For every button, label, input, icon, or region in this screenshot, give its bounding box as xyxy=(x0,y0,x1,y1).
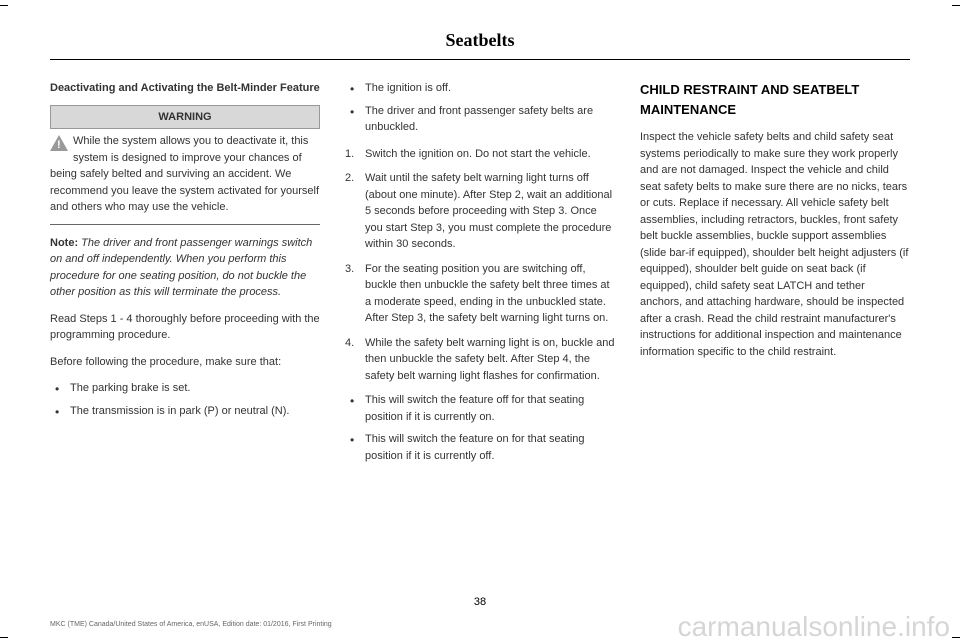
step-item: Wait until the safety belt warning light… xyxy=(345,170,615,253)
bullet-list: The parking brake is set. The transmissi… xyxy=(50,380,320,419)
content-columns: Deactivating and Activating the Belt-Min… xyxy=(50,80,910,474)
bullet-list: This will switch the feature off for tha… xyxy=(345,392,615,464)
section-title: CHILD RESTRAINT AND SEATBELT MAINTENANCE xyxy=(640,80,910,119)
footer-text: MKC (TME) Canada/United States of Americ… xyxy=(50,621,332,628)
crop-mark xyxy=(0,637,8,638)
bullet-list: The ignition is off. The driver and fron… xyxy=(345,80,615,136)
crop-mark xyxy=(0,5,8,6)
column-2: The ignition is off. The driver and fron… xyxy=(345,80,615,474)
crop-mark xyxy=(952,637,960,638)
step-item: While the safety belt warning light is o… xyxy=(345,335,615,385)
warning-icon xyxy=(50,135,68,151)
page-number: 38 xyxy=(0,596,960,608)
list-item: The driver and front passenger safety be… xyxy=(345,103,615,136)
page-title: Seatbelts xyxy=(446,30,515,50)
note-paragraph: Note: The driver and front passenger war… xyxy=(50,235,320,301)
warning-header: WARNING xyxy=(50,105,320,130)
warning-body: While the system allows you to deactivat… xyxy=(50,129,320,225)
list-item: This will switch the feature off for tha… xyxy=(345,392,615,425)
subheading: Deactivating and Activating the Belt-Min… xyxy=(50,80,320,97)
para-readsteps: Read Steps 1 - 4 thoroughly before proce… xyxy=(50,311,320,344)
para-before: Before following the procedure, make sur… xyxy=(50,354,320,371)
column-1: Deactivating and Activating the Belt-Min… xyxy=(50,80,320,474)
note-text: The driver and front passenger warnings … xyxy=(50,237,312,299)
list-item: The parking brake is set. xyxy=(50,380,320,397)
column-3: CHILD RESTRAINT AND SEATBELT MAINTENANCE… xyxy=(640,80,910,474)
note-label: Note: xyxy=(50,237,78,249)
page-header: Seatbelts xyxy=(50,30,910,60)
list-item: This will switch the feature on for that… xyxy=(345,431,615,464)
ordered-steps: Switch the ignition on. Do not start the… xyxy=(345,146,615,385)
warning-text: While the system allows you to deactivat… xyxy=(50,135,319,213)
crop-mark xyxy=(952,5,960,6)
step-item: For the seating position you are switchi… xyxy=(345,261,615,327)
list-item: The transmission is in park (P) or neutr… xyxy=(50,403,320,420)
list-item: The ignition is off. xyxy=(345,80,615,97)
watermark: carmanualsonline.info xyxy=(678,611,950,643)
maintenance-text: Inspect the vehicle safety belts and chi… xyxy=(640,129,910,360)
step-item: Switch the ignition on. Do not start the… xyxy=(345,146,615,163)
